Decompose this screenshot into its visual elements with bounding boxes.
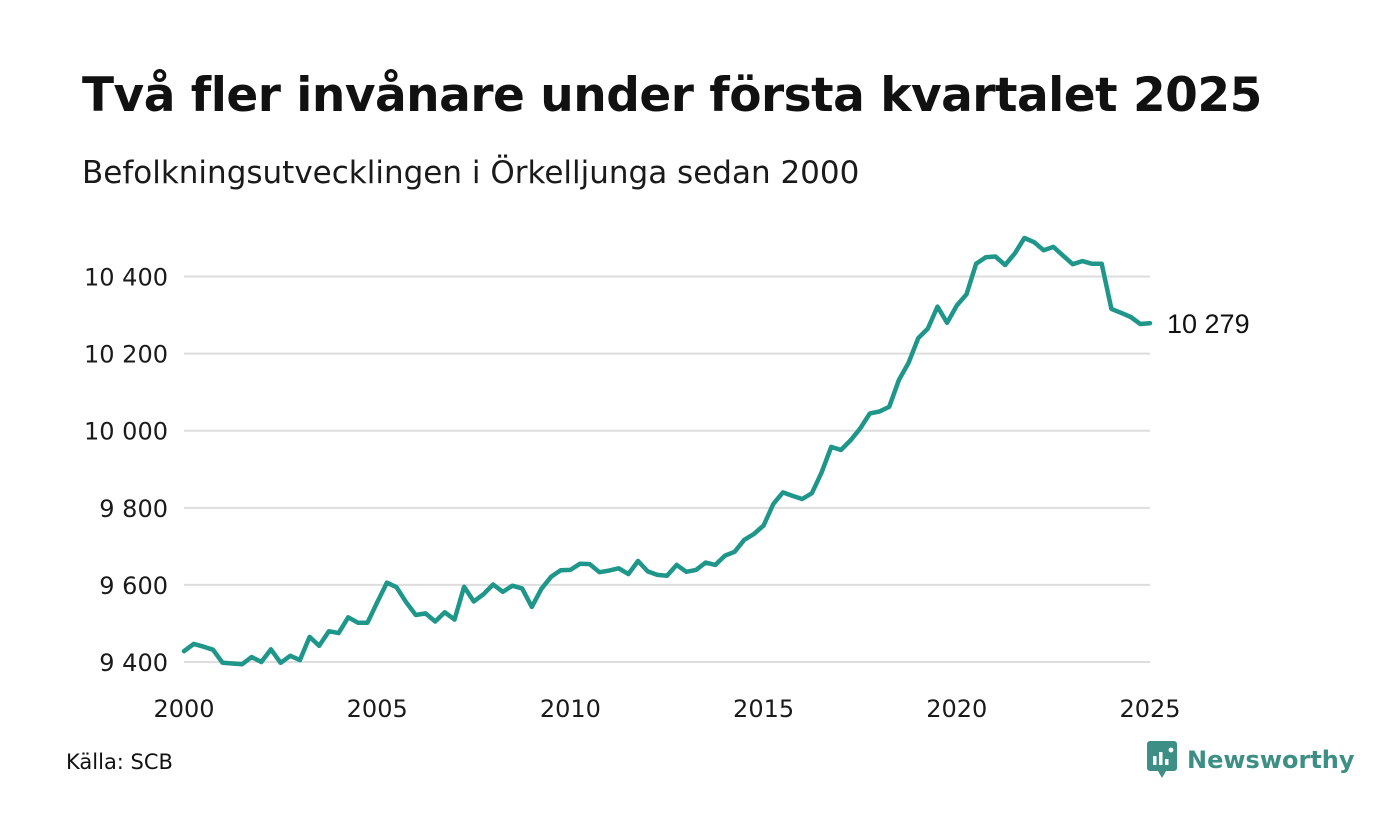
y-tick-label: 10 000 xyxy=(84,418,168,446)
series-layer xyxy=(181,235,1153,667)
x-tick-label: 2005 xyxy=(347,695,408,723)
gridlines xyxy=(184,275,1150,663)
x-axis-tick-labels: 2000 2005 2010 2015 2020 2025 xyxy=(153,695,1180,723)
y-tick-label: 10 200 xyxy=(84,341,168,369)
y-tick-label: 9 400 xyxy=(99,649,168,677)
x-tick-label: 2025 xyxy=(1119,695,1180,723)
y-tick-label: 10 400 xyxy=(84,264,168,292)
x-tick-label: 2000 xyxy=(153,695,214,723)
chart-subtitle: Befolkningsutvecklingen i Örkelljunga se… xyxy=(82,155,860,191)
x-tick-label: 2010 xyxy=(540,695,601,723)
end-value-label: 10 279 xyxy=(1167,309,1250,339)
y-axis-tick-labels: 9 400 9 600 9 800 10 000 10 200 10 400 xyxy=(84,264,168,677)
source-note: Källa: SCB xyxy=(66,750,173,774)
brand-logo: Newsworthy xyxy=(1147,741,1355,779)
x-tick-label: 2015 xyxy=(733,695,794,723)
brand-name: Newsworthy xyxy=(1187,746,1355,774)
newsworthy-logo-icon xyxy=(1147,741,1177,778)
series-line xyxy=(181,235,1153,667)
x-tick-label: 2020 xyxy=(926,695,987,723)
chart-title: Två fler invånare under första kvartalet… xyxy=(82,68,1262,123)
y-tick-label: 9 800 xyxy=(99,495,168,523)
y-tick-label: 9 600 xyxy=(99,572,168,600)
